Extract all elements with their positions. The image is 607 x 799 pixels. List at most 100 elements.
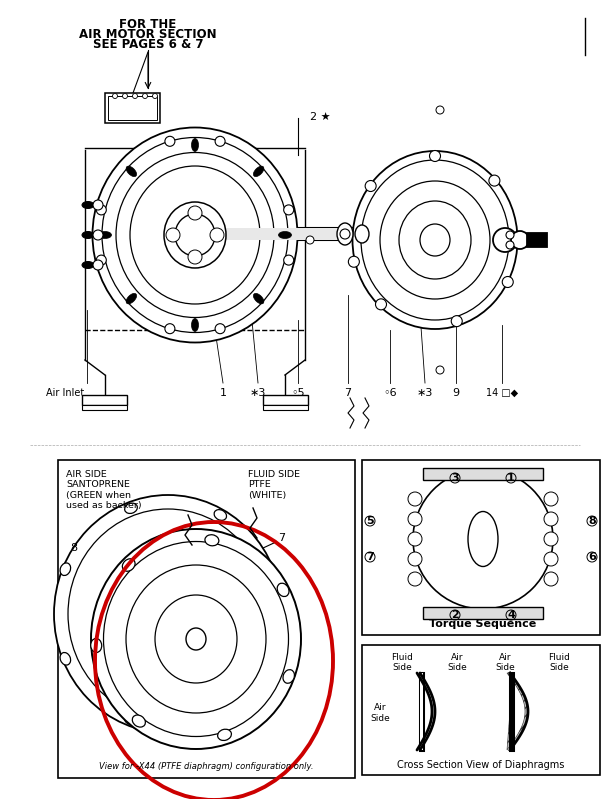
Ellipse shape [124, 714, 137, 725]
Ellipse shape [123, 559, 135, 571]
Circle shape [348, 256, 359, 267]
Ellipse shape [82, 232, 94, 238]
Bar [420, 673, 423, 750]
Circle shape [188, 206, 202, 220]
Text: ◦6: ◦6 [383, 388, 397, 398]
Text: Fluid
Side: Fluid Side [548, 653, 570, 673]
Circle shape [97, 205, 106, 215]
Ellipse shape [277, 583, 289, 597]
Ellipse shape [164, 202, 226, 268]
Circle shape [544, 492, 558, 506]
Circle shape [283, 255, 294, 265]
Bar [263, 395, 308, 405]
Circle shape [436, 366, 444, 374]
Text: 7: 7 [278, 533, 285, 543]
Text: 8: 8 [70, 543, 77, 553]
Ellipse shape [126, 293, 137, 304]
Bar [423, 468, 543, 480]
Circle shape [166, 228, 180, 242]
Ellipse shape [205, 535, 219, 546]
Ellipse shape [337, 223, 353, 245]
Text: Air Inlet: Air Inlet [46, 388, 84, 398]
Text: Air
Side: Air Side [370, 703, 390, 723]
Ellipse shape [191, 319, 198, 332]
Circle shape [493, 228, 517, 252]
Circle shape [506, 241, 514, 249]
Text: 9: 9 [452, 388, 459, 398]
Text: Fluid
Side: Fluid Side [391, 653, 413, 673]
Ellipse shape [214, 708, 226, 718]
Ellipse shape [355, 225, 369, 243]
Circle shape [544, 552, 558, 566]
Circle shape [365, 181, 376, 192]
Polygon shape [507, 673, 528, 750]
Circle shape [215, 324, 225, 334]
Text: 7: 7 [366, 552, 374, 562]
Ellipse shape [399, 201, 471, 279]
Ellipse shape [283, 670, 294, 683]
Text: Torque Sequence: Torque Sequence [429, 619, 537, 629]
Text: 6: 6 [588, 552, 596, 562]
Ellipse shape [98, 232, 112, 238]
Ellipse shape [91, 529, 301, 749]
Ellipse shape [82, 261, 94, 268]
Ellipse shape [186, 628, 206, 650]
Circle shape [306, 236, 314, 244]
Circle shape [340, 229, 350, 239]
Bar [82, 405, 127, 410]
Text: 14 □◆: 14 □◆ [486, 388, 518, 398]
Circle shape [93, 200, 103, 210]
Circle shape [506, 231, 514, 239]
Ellipse shape [124, 503, 137, 514]
Circle shape [210, 228, 224, 242]
Bar [108, 96, 157, 120]
Bar [105, 93, 160, 123]
Circle shape [132, 93, 138, 98]
Ellipse shape [420, 224, 450, 256]
Ellipse shape [271, 637, 281, 650]
Circle shape [112, 93, 118, 98]
Circle shape [283, 205, 294, 215]
Text: ◦5: ◦5 [291, 388, 305, 398]
Circle shape [188, 250, 202, 264]
Text: FLUID SIDE
PTFE
(WHITE): FLUID SIDE PTFE (WHITE) [248, 470, 300, 500]
Circle shape [413, 469, 553, 609]
Text: 5: 5 [366, 516, 374, 526]
Ellipse shape [253, 293, 264, 304]
Circle shape [489, 175, 500, 186]
Circle shape [143, 93, 148, 98]
Circle shape [215, 137, 225, 146]
Bar [263, 405, 308, 410]
Circle shape [165, 324, 175, 334]
Text: SEE PAGES 6 & 7: SEE PAGES 6 & 7 [93, 38, 203, 51]
Circle shape [408, 492, 422, 506]
Ellipse shape [353, 151, 518, 329]
Circle shape [430, 150, 441, 161]
Text: 2 ★: 2 ★ [310, 112, 331, 122]
Ellipse shape [175, 214, 215, 256]
Circle shape [408, 512, 422, 526]
Text: AIR SIDE
SANTOPRENE
(GREEN when
used as backer): AIR SIDE SANTOPRENE (GREEN when used as … [66, 470, 141, 511]
Text: ∗3: ∗3 [417, 388, 433, 398]
Bar [225, 228, 425, 240]
Ellipse shape [279, 232, 291, 238]
Text: 3: 3 [451, 473, 459, 483]
Bar [362, 460, 600, 635]
Bar [82, 395, 127, 405]
Circle shape [97, 255, 106, 265]
Ellipse shape [271, 578, 281, 591]
Ellipse shape [132, 715, 146, 727]
Text: Air
Side: Air Side [447, 653, 467, 673]
Text: 2: 2 [451, 610, 459, 620]
Text: ∗3: ∗3 [250, 388, 266, 398]
Circle shape [451, 316, 463, 327]
Circle shape [123, 93, 127, 98]
Text: FOR THE: FOR THE [120, 18, 177, 31]
Circle shape [152, 93, 157, 98]
Ellipse shape [54, 495, 282, 733]
Text: View for -X44 (PTFE diaphragm) configuration only.: View for -X44 (PTFE diaphragm) configura… [99, 762, 313, 771]
Ellipse shape [92, 128, 297, 343]
Text: 1: 1 [220, 388, 226, 398]
Ellipse shape [218, 729, 231, 741]
Ellipse shape [214, 510, 226, 520]
